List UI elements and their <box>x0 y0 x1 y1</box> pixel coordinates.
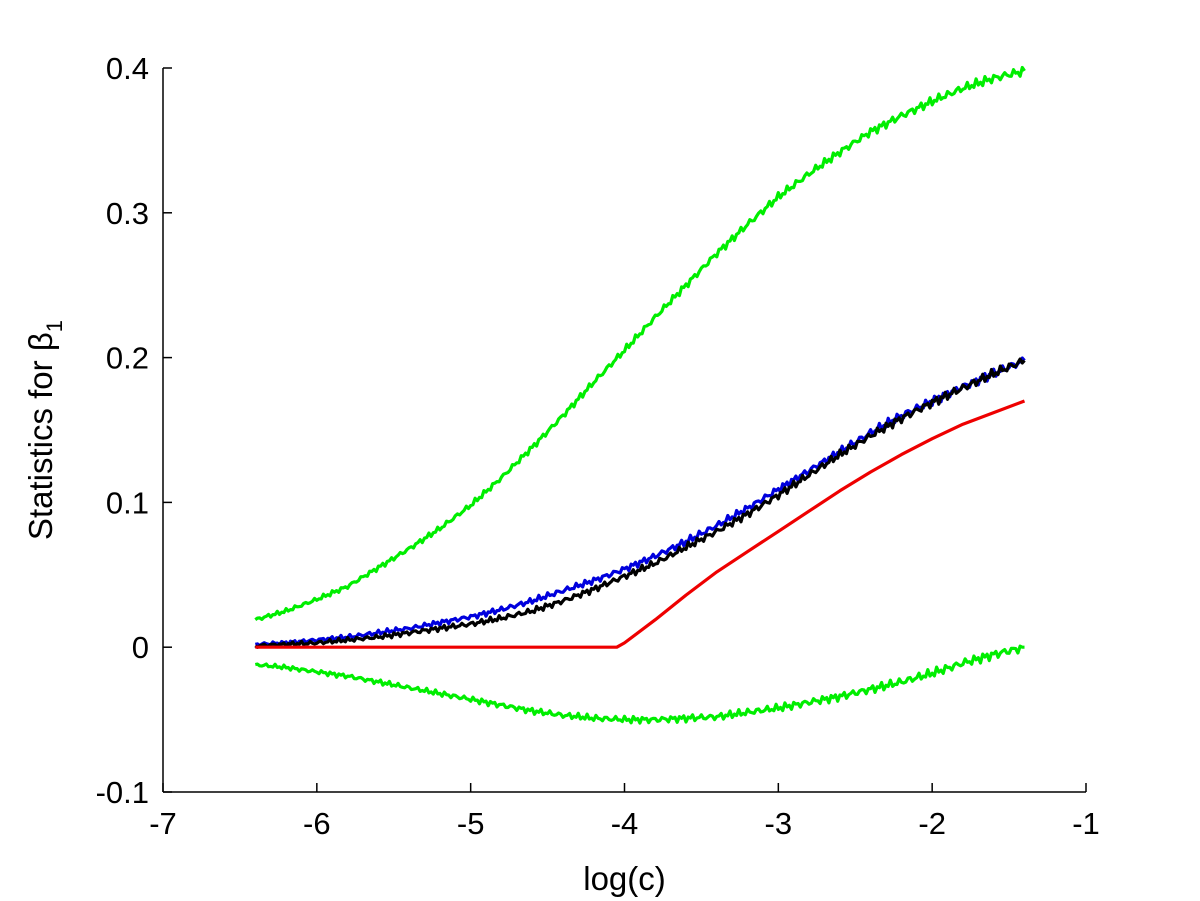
y-tick-label: 0.1 <box>106 485 149 520</box>
x-tick-label: -5 <box>457 806 485 841</box>
x-tick-label: -1 <box>1072 806 1100 841</box>
y-tick-label: 0 <box>132 630 149 665</box>
x-tick-label: -2 <box>918 806 946 841</box>
y-axis-title-subscript: 1 <box>42 320 67 332</box>
series-line-0 <box>254 65 1026 621</box>
x-tick-label: -3 <box>765 806 793 841</box>
x-tick-label: -7 <box>149 806 177 841</box>
ticks: -7 -6 -5 -4 -3 -2 -1 -0.1 0 0.1 0.2 0.3 0.4 <box>96 51 1100 841</box>
y-tick-label: 0.3 <box>106 196 149 231</box>
y-tick-label: 0.2 <box>106 341 149 376</box>
series-line-3 <box>254 357 1026 649</box>
x-axis-title: log(c) <box>583 860 666 897</box>
series-line-2 <box>255 356 1026 648</box>
series-layer <box>254 65 1026 725</box>
y-tick-label: 0.4 <box>106 51 149 86</box>
y-axis-title-text: Statistics for <box>22 351 59 540</box>
series-line-4 <box>255 399 1026 649</box>
y-tick-label: -0.1 <box>96 775 149 810</box>
x-tick-label: -4 <box>611 806 639 841</box>
y-axis-title: Statistics for β1 <box>22 320 67 540</box>
series-line-1 <box>254 644 1025 725</box>
y-axis-title-symbol: β <box>22 332 59 351</box>
x-tick-label: -6 <box>303 806 331 841</box>
